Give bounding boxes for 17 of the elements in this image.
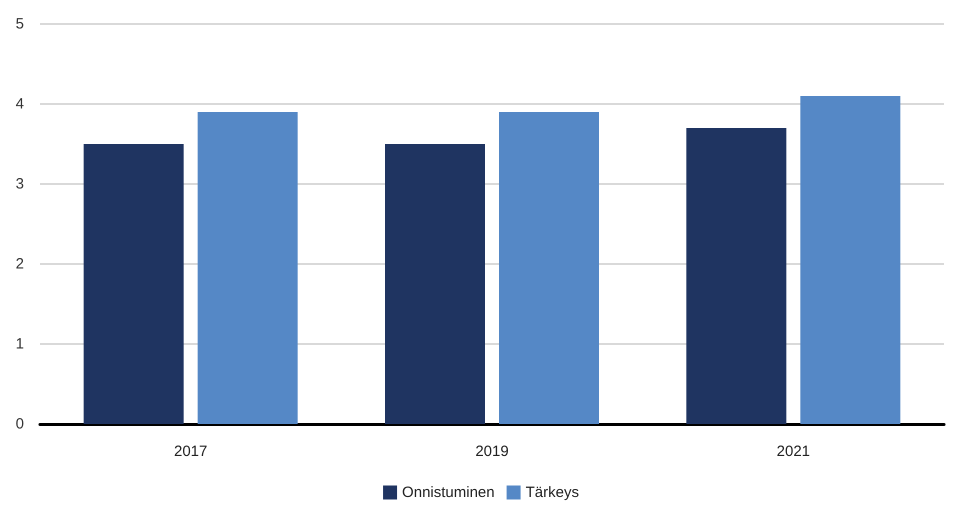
y-tick-label: 0 xyxy=(16,416,24,432)
bar xyxy=(84,144,184,424)
y-tick-label: 5 xyxy=(16,16,24,32)
legend-label: Tärkeys xyxy=(526,484,579,501)
bar xyxy=(686,128,786,424)
y-tick-label: 1 xyxy=(16,336,24,352)
y-tick-label: 4 xyxy=(16,96,24,112)
bar xyxy=(385,144,485,424)
legend-label: Onnistuminen xyxy=(402,484,495,501)
bar xyxy=(800,96,900,424)
bar xyxy=(198,112,298,424)
bar xyxy=(499,112,599,424)
x-tick-label: 2019 xyxy=(475,443,509,460)
y-tick-label: 3 xyxy=(16,176,24,192)
x-tick-label: 2021 xyxy=(776,443,810,460)
y-tick-label: 2 xyxy=(16,256,24,272)
x-tick-label: 2017 xyxy=(174,443,208,460)
